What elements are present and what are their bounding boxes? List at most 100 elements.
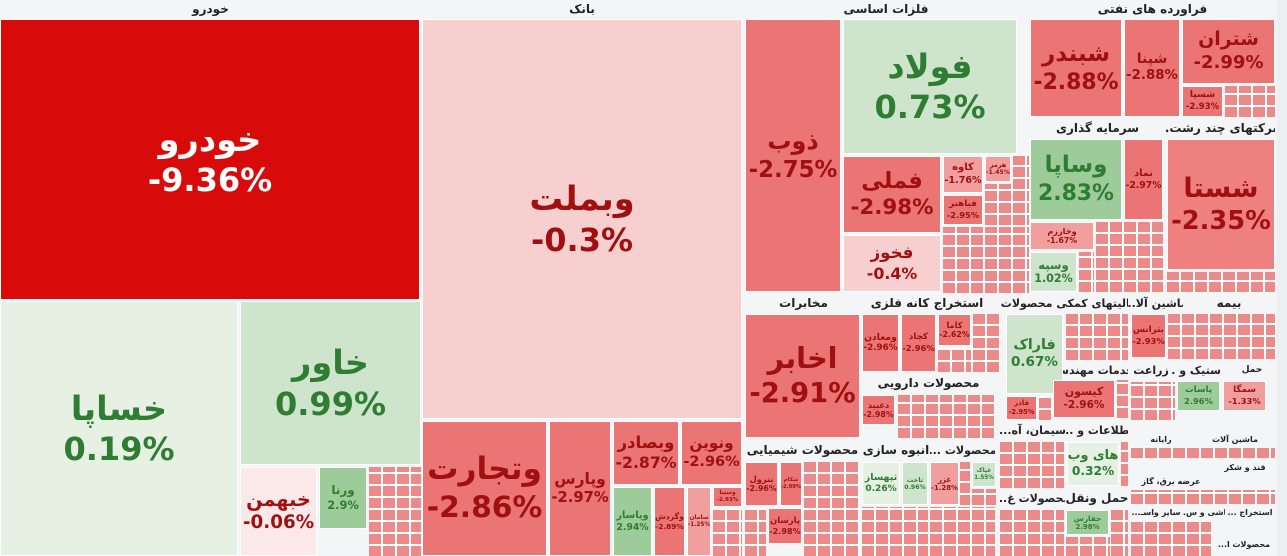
- stock-tile[interactable]: خاور 0.99%: [240, 301, 421, 465]
- stock-tile[interactable]: وپاسار 2.94%: [613, 487, 652, 556]
- stock-tile[interactable]: فخوز -0.4%: [843, 235, 941, 292]
- sector-header[interactable]: ماشین آلات: [1200, 432, 1270, 446]
- small-stock-tiles[interactable]: [898, 395, 995, 438]
- stock-tile[interactable]: ومعادن -2.96%: [862, 314, 899, 372]
- stock-tile[interactable]: وبملت -0.3%: [422, 19, 742, 419]
- small-stock-tiles[interactable]: [930, 507, 995, 556]
- sector-header[interactable]: فلزات اساسی: [743, 0, 1029, 18]
- small-stock-tiles[interactable]: [1121, 442, 1128, 486]
- stock-tile[interactable]: سمگا -1.33%: [1223, 381, 1266, 411]
- small-stock-tiles[interactable]: [1225, 86, 1275, 117]
- stock-tile[interactable]: وسپه 1.02%: [1030, 252, 1077, 292]
- stock-tile[interactable]: دعبید -2.98%: [862, 395, 895, 425]
- sector-header[interactable]: کاشی و س...: [1183, 505, 1225, 519]
- stock-tile[interactable]: شبندر -2.88%: [1030, 19, 1122, 117]
- small-stock-tiles[interactable]: [1039, 396, 1051, 420]
- sector-header[interactable]: حمل: [1232, 361, 1272, 379]
- small-stock-tiles[interactable]: [938, 348, 971, 372]
- small-stock-tiles[interactable]: [1131, 448, 1275, 458]
- stock-tile[interactable]: بترول -2.96%: [745, 462, 778, 506]
- small-stock-tiles[interactable]: [1013, 156, 1029, 225]
- sector-header[interactable]: بیمه: [1183, 293, 1275, 313]
- small-stock-tiles[interactable]: [973, 314, 1000, 372]
- stock-tile[interactable]: پاسات 2.96%: [1177, 381, 1220, 411]
- stock-tile[interactable]: ثاخت 0.96%: [902, 462, 928, 505]
- stock-tile[interactable]: هرمز -1.45%: [985, 156, 1011, 182]
- sector-header[interactable]: محصولات غ...: [1000, 489, 1065, 507]
- sector-header[interactable]: عرضه برق، گاز: [1131, 474, 1211, 488]
- sector-header[interactable]: قند و شکر: [1215, 460, 1275, 474]
- sector-header[interactable]: بانک: [422, 0, 742, 18]
- sector-header[interactable]: محصولات ...: [930, 440, 995, 460]
- sector-header[interactable]: محصولات ا...: [1215, 537, 1273, 551]
- small-stock-tiles[interactable]: [1066, 537, 1110, 556]
- sector-header[interactable]: استخراج ...: [1227, 505, 1273, 519]
- small-stock-tiles[interactable]: [1079, 252, 1094, 292]
- small-stock-tiles[interactable]: [1111, 510, 1128, 556]
- small-stock-tiles[interactable]: [1066, 314, 1128, 360]
- sector-header[interactable]: استخراج کانه فلزی: [862, 293, 992, 313]
- stock-tile[interactable]: وتجارت -2.86%: [422, 421, 547, 556]
- sector-header[interactable]: فراورده های نفتی: [1030, 0, 1275, 18]
- small-stock-tiles[interactable]: [1131, 490, 1275, 504]
- sector-header[interactable]: خودرو: [0, 0, 421, 18]
- small-stock-tiles[interactable]: [713, 509, 742, 556]
- stock-tile[interactable]: ثپهساز 0.26%: [862, 462, 900, 505]
- stock-tile[interactable]: ذوب -2.75%: [745, 19, 841, 292]
- small-stock-tiles[interactable]: [1167, 272, 1275, 292]
- stock-tile[interactable]: وبصادر -2.87%: [613, 421, 679, 485]
- sector-header[interactable]: مخابرات: [745, 293, 862, 313]
- stock-tile[interactable]: کاما -2.62%: [938, 314, 971, 346]
- stock-tile[interactable]: وسینا -2.93%: [713, 487, 742, 507]
- sector-header[interactable]: سایر واسـ...: [1131, 505, 1181, 519]
- stock-tile[interactable]: های وب 0.32%: [1067, 442, 1119, 486]
- small-stock-tiles[interactable]: [862, 507, 928, 556]
- stock-tile[interactable]: خودرو -9.36%: [0, 19, 420, 300]
- sector-header[interactable]: اطلاعات و ...: [1066, 421, 1128, 439]
- stock-tile[interactable]: ونوین -2.96%: [681, 421, 742, 485]
- stock-tile[interactable]: ورنا 2.9%: [319, 467, 367, 529]
- small-stock-tiles[interactable]: [1131, 382, 1175, 420]
- stock-tile[interactable]: شپنا -2.88%: [1124, 19, 1180, 117]
- stock-tile[interactable]: فملی -2.98%: [843, 156, 941, 233]
- stock-tile[interactable]: کاوه -1.76%: [943, 156, 983, 193]
- sector-header[interactable]: محصولات دارویی: [862, 373, 995, 393]
- small-stock-tiles[interactable]: [1096, 222, 1163, 292]
- small-stock-tiles[interactable]: [1117, 380, 1128, 418]
- stock-tile[interactable]: وساپا 2.83%: [1030, 139, 1122, 220]
- small-stock-tiles[interactable]: [985, 184, 1011, 225]
- stock-tile[interactable]: نماد -2.97%: [1124, 139, 1163, 220]
- small-stock-tiles[interactable]: [960, 462, 970, 505]
- small-stock-tiles[interactable]: [369, 467, 421, 556]
- small-stock-tiles[interactable]: [745, 508, 766, 556]
- stock-tile[interactable]: غپاک 1.55%: [972, 462, 996, 487]
- sector-header[interactable]: رایانه: [1131, 432, 1191, 446]
- stock-tile[interactable]: کچاد -2.96%: [901, 314, 936, 372]
- scrollbar[interactable]: [1277, 0, 1287, 556]
- stock-tile[interactable]: وگردش -2.89%: [654, 487, 685, 556]
- stock-tile[interactable]: وپارس -2.97%: [549, 421, 611, 556]
- stock-tile[interactable]: فولاد 0.73%: [843, 19, 1017, 154]
- stock-tile[interactable]: شستا -2.35%: [1167, 139, 1275, 270]
- stock-tile[interactable]: خساپا 0.19%: [0, 301, 238, 556]
- stock-tile[interactable]: غزر -1.28%: [930, 462, 959, 505]
- small-stock-tiles[interactable]: [943, 227, 1029, 293]
- small-stock-tiles[interactable]: [804, 462, 860, 556]
- stock-tile[interactable]: کیسون -2.96%: [1053, 380, 1115, 418]
- stock-tile[interactable]: شتران -2.99%: [1182, 19, 1275, 84]
- small-stock-tiles[interactable]: [1000, 509, 1064, 556]
- small-stock-tiles[interactable]: [972, 489, 996, 505]
- sector-header[interactable]: زراعت: [1131, 361, 1171, 379]
- sector-header[interactable]: حمل ونقل: [1066, 489, 1128, 507]
- stock-tile[interactable]: پارسان -2.98%: [768, 508, 802, 544]
- stock-tile[interactable]: شکام -2.99%: [780, 462, 802, 506]
- sector-header[interactable]: انبوه سازی: [862, 440, 930, 460]
- sector-header[interactable]: سیمان، آه...: [1000, 421, 1065, 439]
- stock-tile[interactable]: خبهمن -0.06%: [240, 467, 317, 556]
- stock-tile[interactable]: حفارس 2.98%: [1066, 510, 1109, 535]
- stock-tile[interactable]: بترانس -2.93%: [1131, 314, 1166, 358]
- small-stock-tiles[interactable]: [1131, 521, 1211, 556]
- small-stock-tiles[interactable]: [1000, 442, 1064, 488]
- stock-tile[interactable]: فاذر -2.95%: [1006, 396, 1037, 420]
- stock-tile[interactable]: اخابر -2.91%: [745, 314, 860, 438]
